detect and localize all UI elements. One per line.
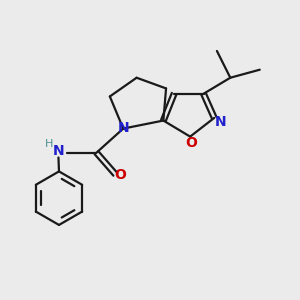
Text: N: N: [117, 121, 129, 135]
Text: O: O: [186, 136, 197, 149]
Text: H: H: [45, 139, 53, 149]
Text: N: N: [52, 144, 64, 158]
Text: N: N: [214, 115, 226, 129]
Text: O: O: [114, 168, 126, 182]
